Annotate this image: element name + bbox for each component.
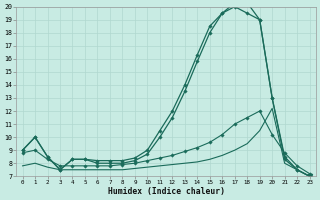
X-axis label: Humidex (Indice chaleur): Humidex (Indice chaleur) [108, 187, 225, 196]
